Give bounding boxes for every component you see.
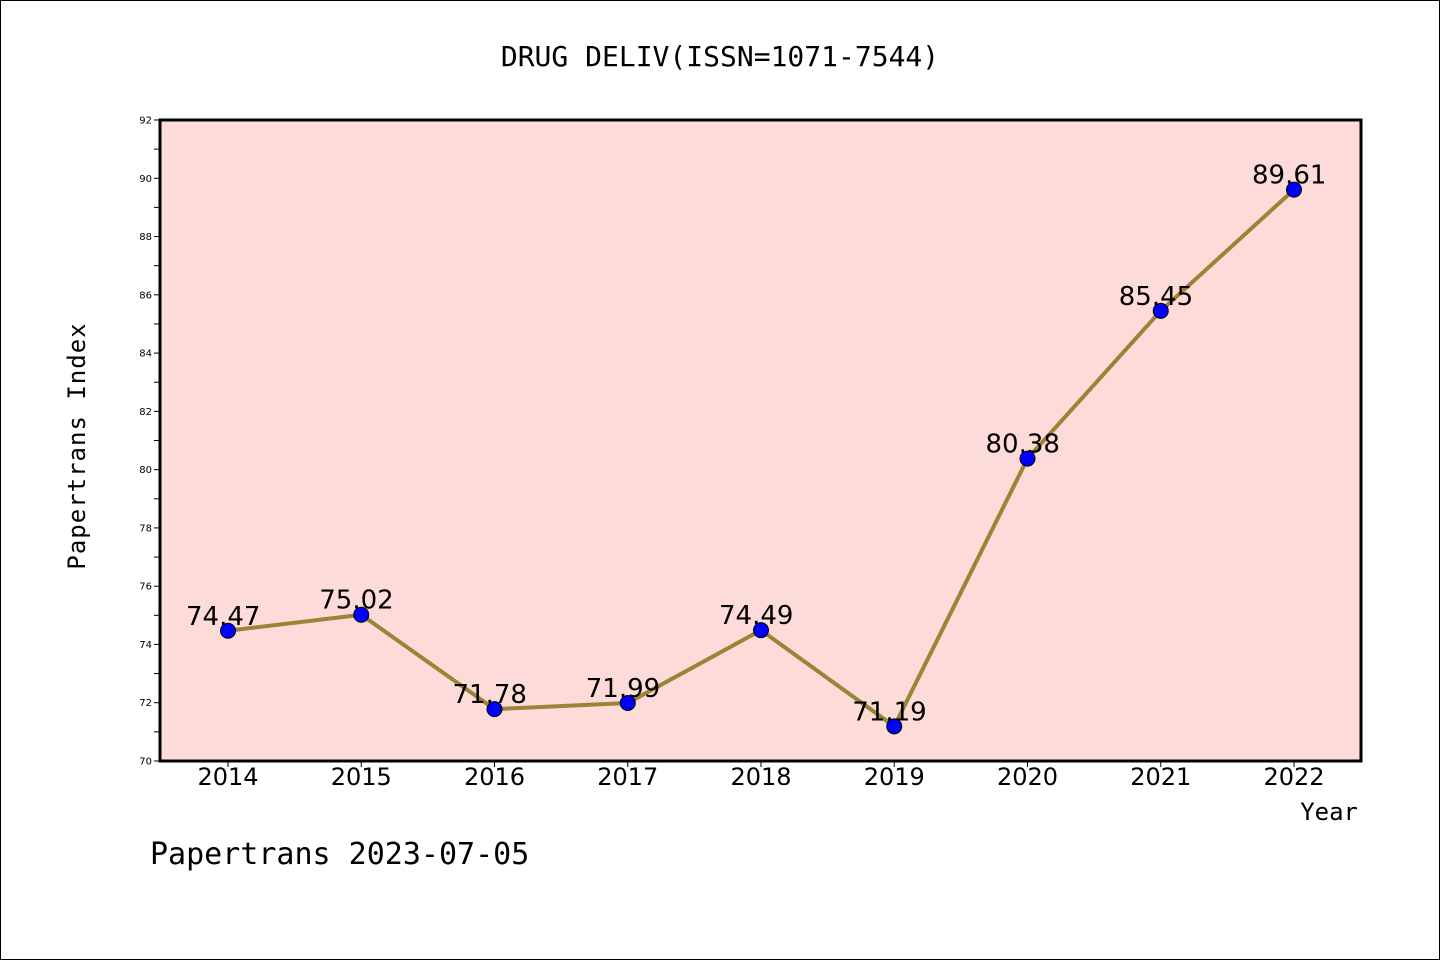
y-tick-label: 92 xyxy=(139,116,152,127)
data-point xyxy=(353,606,370,623)
x-tick-label: 2021 xyxy=(1130,763,1191,791)
data-label: 80.38 xyxy=(986,430,1060,460)
y-tick-label: 70 xyxy=(139,757,152,768)
data-point xyxy=(486,701,503,718)
plot-area xyxy=(160,120,1361,761)
data-label: 71.99 xyxy=(586,674,660,704)
data-label: 71.78 xyxy=(453,680,527,710)
y-tick-label: 74 xyxy=(139,640,152,651)
data-point xyxy=(220,622,236,639)
data-label: 71.19 xyxy=(852,697,926,727)
y-axis-label: Papertrans Index xyxy=(63,322,91,569)
x-axis-label: Year xyxy=(1300,798,1358,826)
chart-title: DRUG DELIV(ISSN=1071-7544) xyxy=(501,40,939,73)
data-point xyxy=(886,718,903,735)
y-tick-label: 72 xyxy=(139,698,152,709)
data-label: 89.61 xyxy=(1252,161,1326,191)
x-tick-label: 2020 xyxy=(997,763,1058,791)
x-tick-label: 2014 xyxy=(197,763,258,791)
y-tick-label: 88 xyxy=(139,232,152,243)
plot-border xyxy=(158,118,1363,763)
y-tick-label: 80 xyxy=(139,465,152,476)
data-point xyxy=(753,622,769,639)
data-label: 75.02 xyxy=(319,586,393,616)
data-point xyxy=(1019,450,1036,467)
x-axis-ticks: 2014 2015 2016 2017 2018 2019 2020 2021 2022 xyxy=(197,761,1325,791)
data-point xyxy=(1286,181,1302,198)
y-axis-ticks: 70 72 74 76 78 80 82 84 86 88 90 92 xyxy=(139,116,160,768)
x-tick-label: 2016 xyxy=(464,763,525,791)
y-tick-label: 78 xyxy=(139,523,152,534)
x-tick-label: 2022 xyxy=(1263,763,1324,791)
data-label: 74.47 xyxy=(186,602,260,632)
series-layer: 74.47 75.02 71.78 71.99 74.49 71.19 80.38 85.45… xyxy=(186,161,1326,735)
y-tick-label: 86 xyxy=(139,290,152,301)
x-tick-label: 2018 xyxy=(730,763,791,791)
x-tick-label: 2017 xyxy=(597,763,658,791)
y-tick-label: 84 xyxy=(139,349,152,360)
footer-text: Papertrans 2023-07-05 xyxy=(150,837,529,872)
x-tick-label: 2015 xyxy=(331,763,392,791)
data-label: 74.49 xyxy=(719,601,793,631)
y-tick-label: 90 xyxy=(139,174,152,185)
data-point xyxy=(619,695,636,712)
y-tick-label: 82 xyxy=(139,407,152,418)
x-tick-label: 2019 xyxy=(864,763,925,791)
data-label: 85.45 xyxy=(1119,282,1193,312)
data-point xyxy=(1152,302,1169,319)
y-tick-label: 76 xyxy=(139,582,152,593)
